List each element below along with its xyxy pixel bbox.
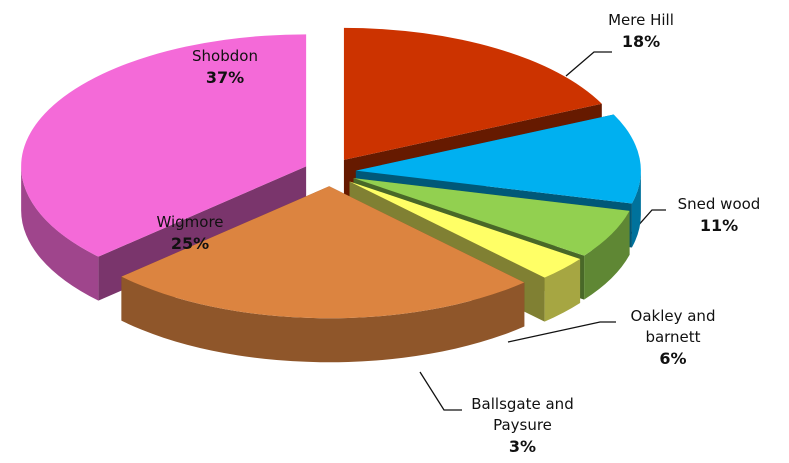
slice-label: Wigmore 25% [140, 212, 240, 254]
slice-top [121, 186, 525, 319]
label-name: Mere Hill [608, 11, 674, 29]
label-value: 25% [170, 234, 210, 253]
label-value: 18% [621, 32, 661, 51]
slices [21, 27, 641, 363]
slice-top [21, 34, 307, 257]
leader-line [419, 371, 462, 411]
label-value: 3% [508, 437, 537, 456]
slice-top [343, 27, 602, 160]
leader-line [507, 321, 616, 343]
pie-slice [121, 186, 525, 363]
label-value: 6% [659, 349, 687, 368]
slice-top [355, 114, 641, 204]
slice-rim [121, 276, 525, 363]
label-name: Sned wood [677, 195, 761, 213]
slice-top [353, 178, 630, 256]
slice-label: Ballsgate and Paysure 3% [455, 394, 590, 457]
label-name: Wigmore [156, 213, 224, 231]
slice-top [349, 181, 581, 278]
label-name: Ballsgate and Paysure [471, 395, 574, 434]
slice-rim [631, 170, 641, 248]
label-value: 37% [205, 68, 245, 87]
slice-rim [21, 166, 99, 301]
leader-line [565, 51, 612, 77]
label-name: Shobdon [192, 47, 258, 65]
label-name: Oakley and barnett [630, 307, 716, 346]
slice-label: Mere Hill 18% [596, 10, 686, 52]
slice-label: Sned wood 11% [664, 194, 774, 236]
slice-rim [584, 210, 630, 300]
slice-rim [544, 259, 581, 322]
slice-label: Shobdon 37% [175, 46, 275, 88]
label-value: 11% [699, 216, 739, 235]
slice-label: Oakley and barnett 6% [618, 306, 728, 369]
